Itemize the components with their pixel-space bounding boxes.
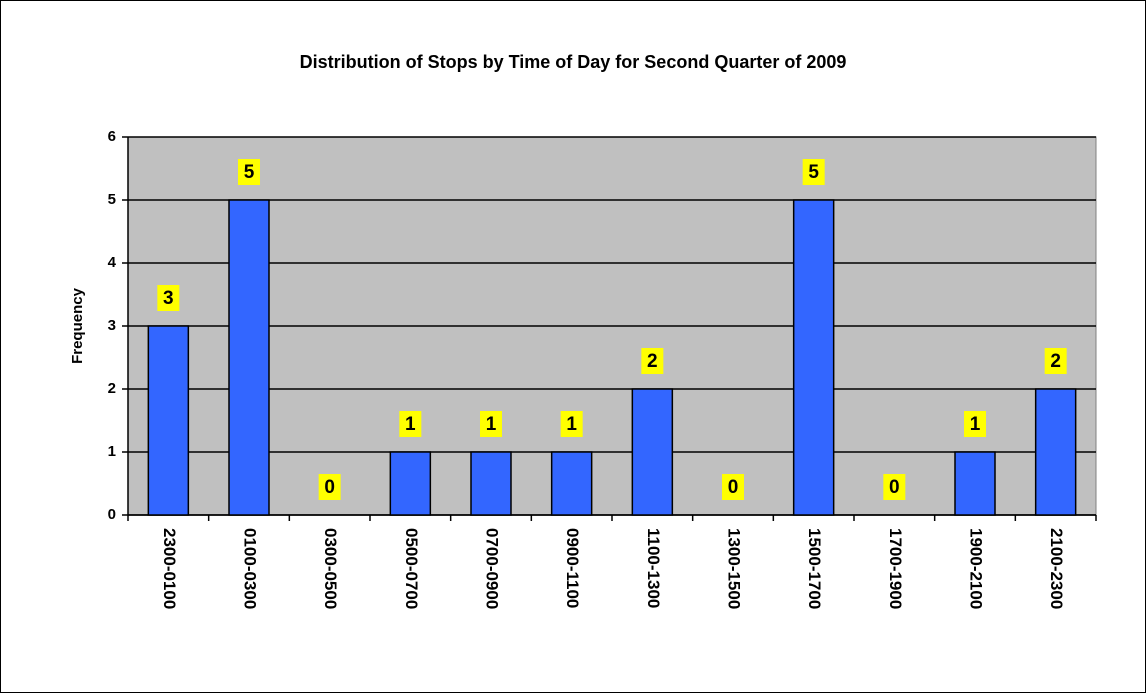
data-label-box	[560, 411, 583, 437]
bar	[954, 451, 996, 516]
data-label-box	[883, 474, 906, 500]
data-label: 5	[808, 162, 819, 183]
data-label-box	[480, 411, 502, 437]
data-label-box	[157, 285, 180, 311]
bar	[228, 199, 270, 516]
y-tick-label: 0	[108, 506, 116, 523]
data-label-box	[1044, 348, 1067, 374]
x-tick-label: 0700-0900	[483, 528, 502, 609]
data-label: 0	[324, 477, 335, 498]
data-label-box	[722, 474, 744, 500]
y-tick-label: 1	[108, 443, 116, 460]
data-label: 5	[244, 162, 255, 183]
data-label: 3	[163, 288, 174, 309]
data-label: 0	[728, 477, 739, 498]
data-label: 1	[405, 414, 416, 435]
y-tick-label: 4	[108, 254, 117, 271]
y-tick-label: 2	[108, 380, 116, 397]
y-tick-label: 5	[108, 191, 116, 208]
data-label-box	[802, 159, 825, 185]
x-tick-label: 0300-0500	[321, 528, 340, 609]
y-axis-label: Frequency	[69, 287, 86, 364]
data-label-box	[318, 474, 341, 500]
bar	[147, 325, 190, 516]
x-tick-label: 1100-1300	[644, 528, 663, 608]
bar	[550, 451, 593, 516]
bar	[470, 451, 512, 516]
x-tick-label: 1700-1900	[886, 528, 905, 609]
x-tick-label: 1300-1500	[725, 528, 744, 609]
data-label-box	[641, 348, 664, 374]
data-label: 0	[889, 477, 900, 498]
x-tick-label: 1900-2100	[967, 528, 986, 609]
x-tick-label: 0900-1100	[563, 528, 582, 608]
bar	[1034, 388, 1077, 516]
data-label-box	[964, 411, 986, 437]
x-tick-label: 2300-0100	[160, 528, 179, 609]
bar	[792, 199, 835, 516]
data-label-box	[399, 411, 422, 437]
chart-title: Distribution of Stops by Time of Day for…	[300, 52, 847, 72]
x-tick-label: 0100-0300	[241, 528, 260, 609]
y-tick-label: 6	[108, 128, 116, 145]
x-tick-label: 2100-2300	[1047, 528, 1066, 609]
data-label: 2	[1050, 351, 1061, 372]
data-label: 1	[486, 414, 497, 435]
x-tick-label: 0500-0700	[402, 528, 421, 609]
x-tick-label: 1500-1700	[805, 528, 824, 609]
data-label-box	[238, 159, 260, 185]
data-label: 1	[970, 414, 981, 435]
data-label: 2	[647, 351, 658, 372]
y-tick-label: 3	[108, 317, 116, 334]
data-label: 1	[566, 414, 577, 435]
bar	[389, 451, 432, 516]
bar	[631, 388, 674, 516]
